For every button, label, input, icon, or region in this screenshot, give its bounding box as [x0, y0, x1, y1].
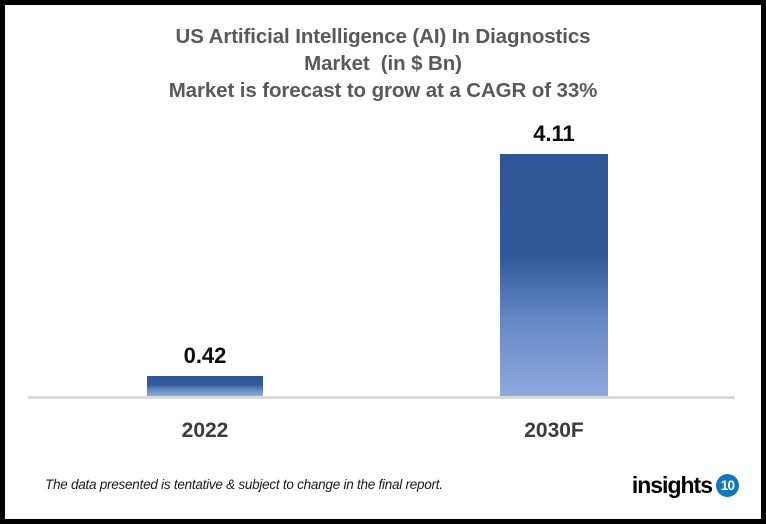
brand-wordmark: insights: [631, 472, 713, 498]
insights10-logo: insights 10: [632, 474, 739, 497]
plot-area: 0.42 4.11 2022 2030F: [5, 5, 761, 519]
chart-title: US Artificial Intelligence (AI) In Diagn…: [5, 23, 761, 104]
chart-title-line-3: Market is forecast to grow at a CAGR of …: [168, 79, 598, 102]
category-axis-line: [28, 396, 735, 399]
category-label-2030f: 2030F: [524, 419, 584, 442]
chart-title-line-1: US Artificial Intelligence (AI) In Diagn…: [175, 25, 591, 48]
chart-title-line-2: Market (in $ Bn): [304, 52, 462, 75]
value-label-2022: 0.42: [183, 343, 227, 368]
brand-badge-icon: 10: [716, 474, 739, 497]
value-label-2030f: 4.11: [533, 121, 575, 146]
footer-disclaimer: The data presented is tentative & subjec…: [45, 477, 443, 492]
bar-2030f: [500, 154, 608, 396]
category-label-2022: 2022: [181, 419, 229, 442]
bar-2022: [147, 376, 263, 396]
